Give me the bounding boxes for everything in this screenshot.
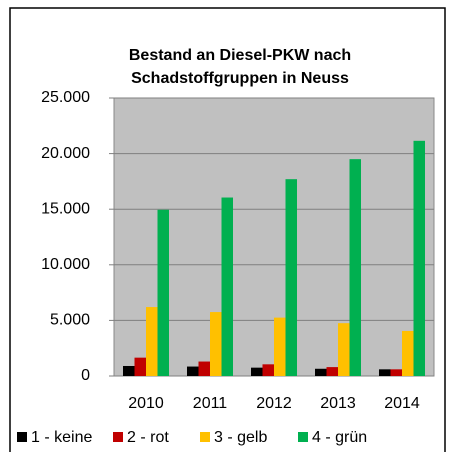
bar: [262, 364, 274, 376]
legend-swatch: [17, 432, 27, 442]
bar: [251, 367, 263, 376]
x-tick-label: 2013: [320, 395, 356, 412]
legend-swatch: [298, 432, 308, 442]
y-tick-label: 0: [81, 367, 90, 384]
x-tick-label: 2011: [193, 395, 228, 412]
legend-swatch: [200, 432, 210, 442]
y-tick-label: 10.000: [41, 256, 90, 273]
y-tick-label: 20.000: [41, 145, 90, 162]
bar: [326, 367, 338, 376]
bar: [198, 361, 210, 376]
legend-swatch: [113, 432, 123, 442]
bar: [413, 140, 425, 376]
legend-label: 3 - gelb: [214, 429, 267, 446]
x-tick-label: 2014: [384, 395, 420, 412]
bar: [315, 368, 327, 376]
bar: [134, 357, 146, 376]
x-tick-label: 2012: [256, 395, 292, 412]
legend-label: 4 - grün: [312, 429, 367, 446]
chart-title: Schadstoffgruppen in Neuss: [131, 70, 349, 87]
legend-label: 1 - keine: [31, 429, 92, 446]
bar: [210, 312, 222, 376]
legend-label: 2 - rot: [127, 429, 169, 446]
y-tick-label: 15.000: [41, 200, 90, 217]
bar: [221, 197, 233, 376]
chart-frame: [9, 7, 446, 452]
bar: [187, 366, 199, 376]
bar: [402, 330, 414, 376]
bar: [338, 323, 350, 376]
bar: [285, 179, 297, 376]
bar: [123, 365, 135, 376]
bar: [274, 317, 286, 376]
bar: [390, 369, 402, 376]
bar: [379, 369, 391, 376]
bar: [146, 307, 158, 376]
y-tick-label: 25.000: [41, 89, 90, 106]
bar: [349, 159, 361, 376]
x-tick-label: 2010: [128, 395, 164, 412]
y-tick-label: 5.000: [50, 312, 90, 329]
bar: [157, 209, 169, 376]
chart-title: Bestand an Diesel-PKW nach: [129, 47, 351, 64]
